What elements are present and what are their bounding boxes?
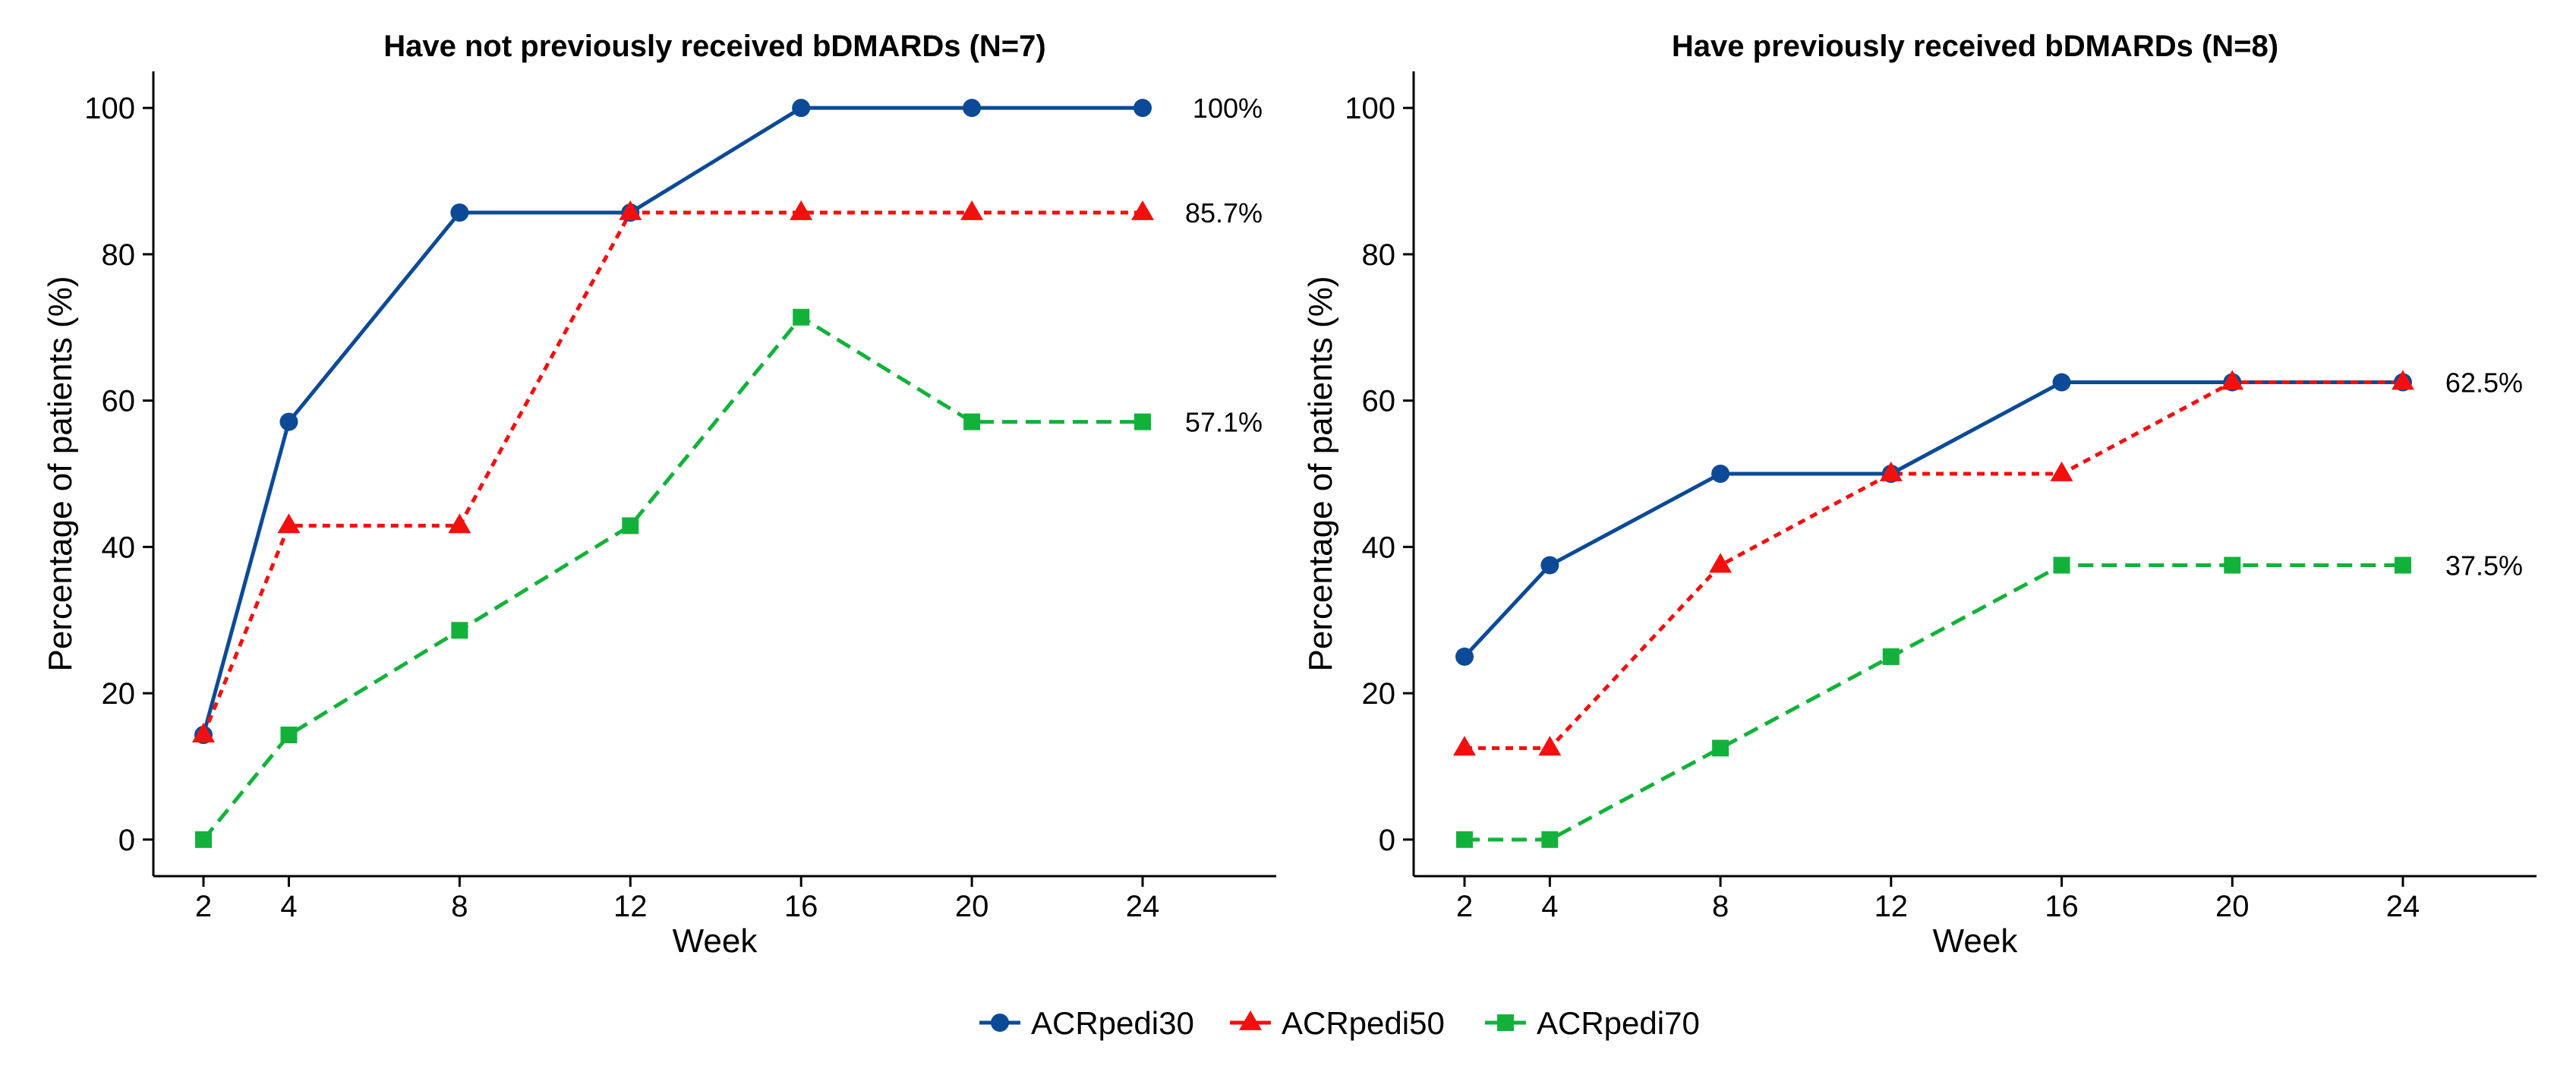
y-tick-label: 60 [1362,385,1396,418]
legend-label: ACRpedi50 [1282,1005,1445,1041]
data-label-acrpedi30: 62.5% [2445,367,2523,399]
x-tick-label: 20 [955,890,989,923]
y-tick-label: 100 [1345,92,1395,125]
chart-title: Have previously received bDMARDs (N=8) [1672,30,2278,63]
data-point-acrpedi50 [960,200,984,220]
data-point-acrpedi50 [619,200,642,220]
y-tick-label: 0 [1379,824,1395,857]
x-tick-label: 20 [2215,890,2250,923]
x-tick-label: 8 [451,890,468,923]
data-point-acrpedi50 [1538,736,1562,756]
data-point-acrpedi30 [963,99,982,118]
legend-item-acrpedi30: ACRpedi30 [979,1005,1194,1041]
data-point-acrpedi70 [2053,557,2070,574]
data-point-acrpedi70 [1882,648,1900,665]
data-point-acrpedi70 [793,308,810,326]
legend: ACRpedi30 ACRpedi50 ACRpedi70 [979,1005,1700,1041]
series-line-acrpedi30 [1463,380,2403,658]
x-axis-label: Week [673,922,758,960]
data-point-acrpedi30 [792,99,811,118]
legend-label: ACRpedi70 [1537,1005,1700,1041]
x-tick-label: 12 [613,890,648,923]
data-point-acrpedi50 [2050,461,2073,481]
legend-item-acrpedi50: ACRpedi50 [1230,1005,1445,1041]
x-tick-label: 16 [2045,890,2079,923]
series-line-acrpedi30 [201,106,1143,736]
data-point-acrpedi50 [277,513,301,534]
data-point-acrpedi70 [963,413,981,430]
x-tick-label: 2 [195,890,212,923]
legend-triangle-icon [1239,1010,1262,1030]
y-tick-label: 80 [102,238,136,272]
data-label-acrpedi70: 37.5% [2445,550,2523,581]
data-point-acrpedi70 [2224,557,2241,574]
data-point-acrpedi50 [192,722,215,743]
y-tick-label: 40 [1362,531,1396,564]
data-point-acrpedi70 [1712,739,1729,757]
y-axis-label: Percentage of patients (%) [42,276,79,672]
data-point-acrpedi70 [280,727,298,744]
y-tick-label: 20 [1362,677,1396,711]
data-point-acrpedi30 [1134,99,1152,118]
data-label-acrpedi70: 57.1% [1185,407,1263,438]
legend-circle-icon [991,1014,1009,1032]
x-tick-label: 2 [1456,890,1473,923]
data-point-acrpedi30 [279,412,298,431]
series-line-acrpedi70 [202,315,1143,841]
data-label-acrpedi30: 100% [1193,93,1263,124]
y-tick-label: 60 [102,385,136,418]
data-point-acrpedi70 [451,622,468,639]
data-point-acrpedi30 [2052,373,2071,392]
data-point-acrpedi50 [1879,461,1903,481]
data-point-acrpedi70 [1134,413,1151,430]
y-tick-label: 20 [102,677,136,711]
data-label-acrpedi50: 85.7% [1185,197,1263,229]
x-tick-label: 12 [1874,890,1909,923]
data-point-acrpedi50 [2392,370,2414,390]
data-point-acrpedi50 [1131,200,1154,220]
x-tick-label: 24 [1126,890,1160,923]
data-point-acrpedi30 [450,203,469,222]
legend-square-icon [1497,1014,1514,1031]
data-point-acrpedi70 [1541,831,1559,848]
y-tick-label: 80 [1362,238,1396,272]
x-tick-label: 8 [1712,890,1729,923]
legend-label: ACRpedi30 [1031,1005,1194,1041]
y-axis-label: Percentage of patients (%) [1302,276,1339,672]
chart-title: Have not previously received bDMARDs (N=… [383,30,1045,63]
data-point-acrpedi70 [2395,557,2411,574]
series-line-acrpedi70 [1465,563,2403,842]
x-tick-label: 24 [2386,890,2420,923]
data-point-acrpedi70 [622,517,639,534]
x-axis-label: Week [1933,922,2019,960]
data-point-acrpedi30 [1540,556,1559,575]
data-point-acrpedi50 [790,200,813,220]
data-point-acrpedi50 [1709,553,1733,573]
data-point-acrpedi50 [2221,370,2244,390]
legend-item-acrpedi70: ACRpedi70 [1485,1005,1700,1041]
y-tick-label: 100 [84,92,135,125]
x-tick-label: 16 [784,890,818,923]
chart-panel-1: Have not previously received bDMARDs (N=… [42,30,1276,960]
chart-panel-2: Have previously received bDMARDs (N=8) 0 2… [1302,30,2537,960]
data-point-acrpedi70 [1456,831,1473,848]
data-point-acrpedi30 [1455,647,1474,666]
data-point-acrpedi50 [1453,736,1476,756]
x-tick-label: 4 [1541,890,1558,923]
y-tick-label: 40 [102,531,136,564]
data-point-acrpedi50 [448,513,471,534]
data-point-acrpedi30 [1711,465,1730,483]
y-tick-label: 0 [118,824,135,857]
data-point-acrpedi70 [195,831,212,848]
series-line-acrpedi50 [1465,380,2403,750]
x-tick-label: 4 [280,890,297,923]
